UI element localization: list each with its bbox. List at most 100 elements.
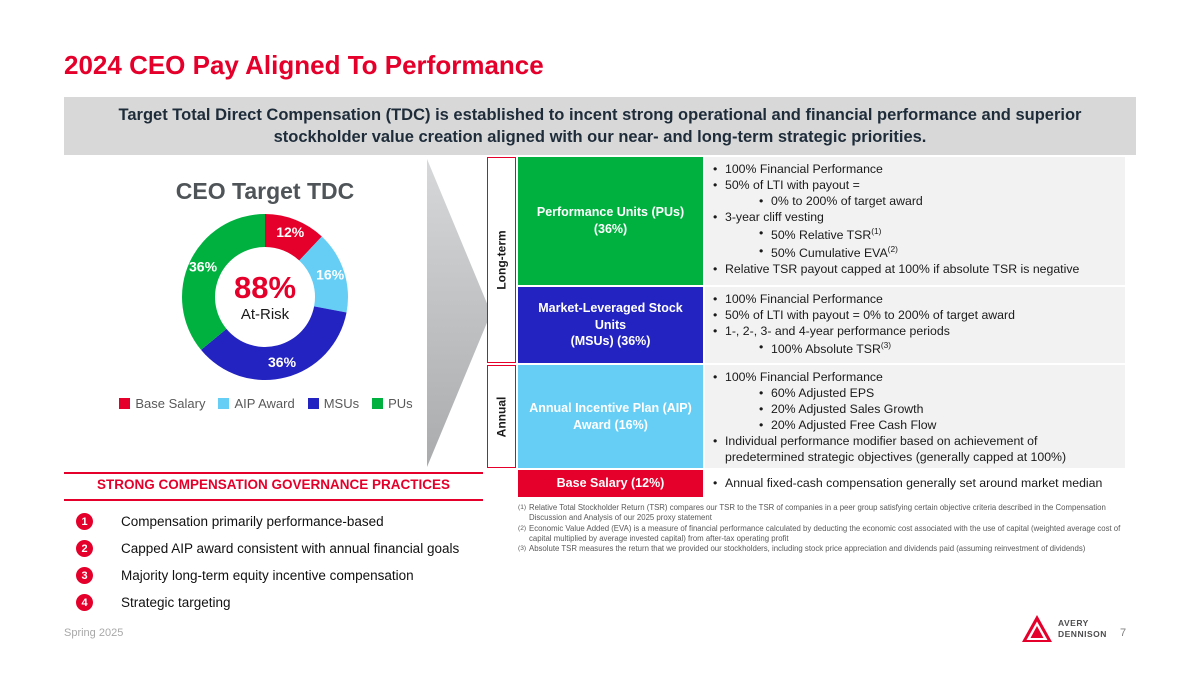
bullet-item: • 20% Adjusted Free Cash Flow xyxy=(759,418,1117,434)
bullet-item: • Annual fixed-cash compensation generall… xyxy=(713,476,1102,492)
bullet-text: 100% Absolute TSR(3) xyxy=(771,339,892,357)
bullet-text: Annual fixed-cash compensation generally… xyxy=(725,475,1103,490)
row-box-line: Award (16%) xyxy=(573,417,648,432)
bullet-item: • 0% to 200% of target award xyxy=(759,194,1117,210)
row-box-base-salary: Base Salary (12%) xyxy=(518,470,703,497)
transition-arrow xyxy=(427,159,491,467)
footnote-marker: (2) xyxy=(518,524,527,532)
group-label-text: Annual xyxy=(494,396,509,437)
bullet-marker: • xyxy=(759,385,764,400)
row-box-msus: Market-Leveraged Stock Units (MSUs) (36%) xyxy=(518,287,703,363)
row-bullets-base-salary: • Annual fixed-cash compensation generall… xyxy=(705,470,1125,497)
bullet-text: 100% Financial Performance xyxy=(725,370,883,384)
footnotes: (1) Relative Total Stockholder Return (TS… xyxy=(518,503,1128,554)
legend-item-base-salary: Base Salary xyxy=(119,396,205,411)
legend-swatch xyxy=(307,398,319,409)
bullet-marker: • xyxy=(713,177,718,192)
chart-legend: Base Salary AIP Award MSUs PUs xyxy=(70,396,462,411)
donut-segment-base-salary xyxy=(265,214,322,261)
footnote-reference: (2) xyxy=(887,244,898,255)
bullet-marker: • xyxy=(713,292,718,306)
key-message-text: Target Total Direct Compensation (TDC) i… xyxy=(118,105,1082,146)
bullet-marker: • xyxy=(713,307,718,322)
donut-segment-value-label: 36% xyxy=(268,354,297,370)
bullet-marker: • xyxy=(759,244,764,259)
governance-item: 1 Compensation primarily performance-base… xyxy=(76,508,483,535)
footnote-text: Absolute TSR measures the return that we… xyxy=(529,544,1086,554)
governance-item-number: 2 xyxy=(76,540,93,557)
company-logo: AVERY DENNISON xyxy=(1022,615,1107,642)
page-number: 7 xyxy=(1120,627,1127,639)
bullet-item: • Individual performance modifier based o… xyxy=(713,434,1117,466)
governance-title: STRONG COMPENSATION GOVERNANCE PRACTICES xyxy=(96,477,451,492)
donut-segment-pus xyxy=(181,214,265,350)
group-label-annual: Annual xyxy=(487,365,516,468)
governance-item: 2 Capped AIP award consistent with annual… xyxy=(76,535,483,562)
legend-swatch xyxy=(218,398,230,409)
footer-date: Spring 2025 xyxy=(64,627,124,639)
logo-wordmark: AVERY DENNISON xyxy=(1058,618,1107,638)
footnote-reference: (1) xyxy=(871,225,882,236)
bullet-item: • Relative TSR payout capped at 100% if a… xyxy=(713,262,1117,278)
bullet-text: Individual performance modifier based on… xyxy=(725,433,1067,464)
bullet-text: 50% Relative TSR(1) xyxy=(771,225,882,243)
legend-item-pus: PUs xyxy=(372,396,413,411)
bullet-item: • 60% Adjusted EPS xyxy=(759,386,1117,402)
row-box-line: Performance Units (PUs) xyxy=(536,205,685,220)
footnote-marker: (3) xyxy=(518,545,527,553)
donut-segment-value-label: 16% xyxy=(316,267,345,283)
bullet-item: • 50% Cumulative EVA(2) xyxy=(759,244,1117,262)
legend-label: PUs xyxy=(388,396,413,411)
bullet-marker: • xyxy=(713,370,718,384)
governance-item-text: Majority long-term equity incentive comp… xyxy=(121,568,414,583)
bullet-item: • 50% of LTI with payout = xyxy=(713,178,1117,194)
bullet-text: 100% Financial Performance xyxy=(725,292,883,306)
legend-label: MSUs xyxy=(323,396,360,411)
ceo-target-tdc-donut-chart: 12% 16% 36% 36% xyxy=(181,214,348,381)
donut-segment-aip-award xyxy=(299,236,348,313)
row-box-line: Annual Incentive Plan (AIP) xyxy=(529,400,692,415)
bullet-text: 20% Adjusted Sales Growth xyxy=(771,401,924,416)
bullet-item: • 50% Relative TSR(1) xyxy=(759,226,1117,244)
footnote: (3) Absolute TSR measures the return that… xyxy=(518,544,1128,554)
donut-segment-value-label: 36% xyxy=(189,259,218,275)
bullet-item: • 1-, 2-, 3- and 4-year performance perio… xyxy=(713,324,1117,340)
governance-item-number: 4 xyxy=(76,594,93,611)
footnote: (1) Relative Total Stockholder Return (TS… xyxy=(518,503,1128,524)
footnote-text: Relative Total Stockholder Return (TSR) … xyxy=(529,503,1106,523)
group-label-text: Long-term xyxy=(494,230,509,290)
row-box-aip-award: Annual Incentive Plan (AIP) Award (16%) xyxy=(518,365,703,468)
bullet-text: 50% of LTI with payout = 0% to 200% of t… xyxy=(725,307,1015,322)
row-box-performance-units: Performance Units (PUs) (36%) xyxy=(518,157,703,285)
bullet-text: 50% Cumulative EVA(2) xyxy=(771,244,898,261)
governance-divider-bottom xyxy=(64,499,483,501)
logo-line-1: AVERY xyxy=(1058,618,1089,629)
chart-title: CEO Target TDC xyxy=(175,178,355,204)
footnote-text: Economic Value Added (EVA) is a measure … xyxy=(529,523,1121,543)
legend-swatch xyxy=(119,398,131,409)
governance-list: 1 Compensation primarily performance-base… xyxy=(76,508,483,616)
governance-divider-top xyxy=(64,472,483,474)
legend-item-msus: MSUs xyxy=(307,396,360,411)
bullet-marker: • xyxy=(713,209,718,224)
bullet-item: • 100% Financial Performance xyxy=(713,292,1117,308)
key-message-banner: Target Total Direct Compensation (TDC) i… xyxy=(64,97,1136,155)
bullet-marker: • xyxy=(713,323,718,338)
governance-item-text: Capped AIP award consistent with annual … xyxy=(121,541,460,556)
footnote-reference: (3) xyxy=(880,339,892,350)
row-bullets-msus: • 100% Financial Performance • 50% of LTI w… xyxy=(705,287,1125,363)
bullet-text: 20% Adjusted Free Cash Flow xyxy=(771,417,937,432)
legend-label: Base Salary xyxy=(135,396,206,411)
legend-item-aip-award: AIP Award xyxy=(218,396,295,411)
bullet-text: 60% Adjusted EPS xyxy=(771,385,875,400)
bullet-text: 50% of LTI with payout = xyxy=(725,177,860,192)
governance-item: 4 Strategic targeting xyxy=(76,589,483,616)
governance-item-text: Compensation primarily performance-based xyxy=(121,514,384,529)
governance-item: 3 Majority long-term equity incentive com… xyxy=(76,562,483,589)
footnote-marker: (1) xyxy=(518,504,527,511)
arrow-shape xyxy=(427,159,491,467)
bullet-text: Relative TSR payout capped at 100% if ab… xyxy=(725,262,1080,277)
bullet-item: • 100% Financial Performance xyxy=(713,370,1117,386)
governance-item-number: 3 xyxy=(76,567,93,584)
